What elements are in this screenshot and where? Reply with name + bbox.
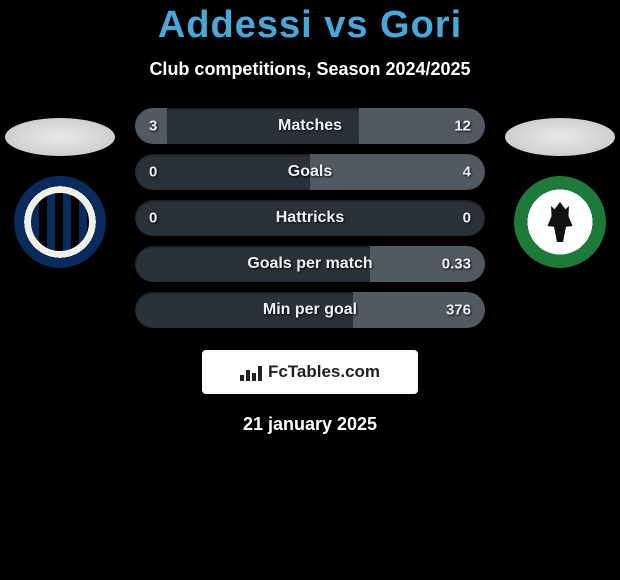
stat-row: Min per goal 376 xyxy=(135,292,485,328)
stat-value-left: 3 xyxy=(149,118,157,135)
stat-label: Min per goal xyxy=(263,301,357,319)
club-badge-left xyxy=(14,176,106,268)
stat-row: Goals per match 0.33 xyxy=(135,246,485,282)
page-title: Addessi vs Gori xyxy=(0,4,620,47)
stat-label: Hattricks xyxy=(276,209,344,227)
club-badge-right-inner xyxy=(531,193,589,251)
subtitle: Club competitions, Season 2024/2025 xyxy=(0,59,620,80)
brand-badge: FcTables.com xyxy=(202,350,418,394)
stat-fill-right xyxy=(310,154,485,190)
stat-label: Goals xyxy=(288,163,332,181)
stat-row: 0 Hattricks 0 xyxy=(135,200,485,236)
player-right-column xyxy=(500,118,620,268)
stat-label: Matches xyxy=(278,117,342,135)
stat-value-left: 0 xyxy=(149,164,157,181)
wolf-icon xyxy=(545,202,575,242)
stat-label: Goals per match xyxy=(247,255,372,273)
stat-value-left: 0 xyxy=(149,210,157,227)
player-left-headshot xyxy=(5,118,115,156)
stat-row: 0 Goals 4 xyxy=(135,154,485,190)
date: 21 january 2025 xyxy=(0,414,620,435)
stat-value-right: 4 xyxy=(463,164,471,181)
chart-icon xyxy=(240,363,262,381)
stat-value-right: 0.33 xyxy=(442,256,471,273)
player-left-column xyxy=(0,118,120,268)
stat-value-right: 376 xyxy=(446,302,471,319)
club-badge-left-inner xyxy=(28,190,92,254)
stat-row: 3 Matches 12 xyxy=(135,108,485,144)
stats-list: 3 Matches 12 0 Goals 4 0 Hattricks 0 Goals per ma… xyxy=(135,108,485,328)
brand-text: FcTables.com xyxy=(268,362,380,382)
stat-value-right: 12 xyxy=(454,118,471,135)
club-badge-right xyxy=(514,176,606,268)
stat-value-right: 0 xyxy=(463,210,471,227)
player-right-headshot xyxy=(505,118,615,156)
comparison-card: Addessi vs Gori Club competitions, Seaso… xyxy=(0,0,620,580)
